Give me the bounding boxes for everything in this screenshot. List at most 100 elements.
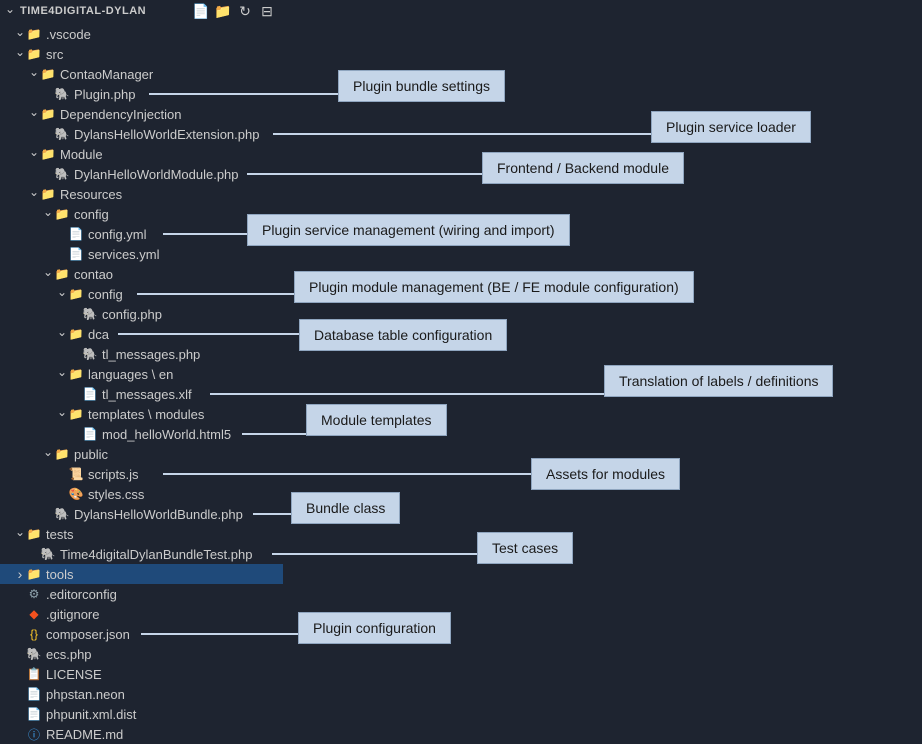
- file-icon: 📋: [26, 666, 42, 682]
- tree-item[interactable]: 📁tests: [0, 524, 283, 544]
- file-icon: 📄: [68, 246, 84, 262]
- chevron-spacer: [14, 629, 26, 640]
- tree-item[interactable]: 📄mod_helloWorld.html5: [0, 424, 283, 444]
- connector-line: [247, 173, 483, 175]
- tree-item[interactable]: 📁templates \ modules: [0, 404, 283, 424]
- tree-item[interactable]: 🎨styles.css: [0, 484, 283, 504]
- tree-item[interactable]: 📁tools: [0, 564, 283, 584]
- folder-icon: 📁: [54, 206, 70, 222]
- chevron-down-icon[interactable]: [42, 207, 54, 221]
- tree-item[interactable]: 🐘DylansHelloWorldBundle.php: [0, 504, 283, 524]
- connector-line: [272, 553, 478, 555]
- chevron-spacer: [14, 689, 26, 700]
- refresh-icon[interactable]: ↻: [237, 3, 253, 19]
- file-icon: ◆: [26, 606, 42, 622]
- file-icon: 🐘: [26, 646, 42, 662]
- tree-item-label: phpstan.neon: [46, 687, 125, 702]
- tree-item-label: Resources: [60, 187, 122, 202]
- chevron-down-icon[interactable]: [56, 367, 68, 381]
- chevron-down-icon[interactable]: [28, 147, 40, 161]
- collapse-icon[interactable]: ⊟: [259, 3, 275, 19]
- chevron-down-icon[interactable]: [14, 27, 26, 41]
- tree-item-label: templates \ modules: [88, 407, 204, 422]
- tree-item-label: styles.css: [88, 487, 144, 502]
- annotation-callout: Plugin bundle settings: [338, 70, 505, 102]
- file-icon: 🐘: [82, 306, 98, 322]
- tree-item-label: config.yml: [88, 227, 147, 242]
- tree-item[interactable]: 🐘DylanHelloWorldModule.php: [0, 164, 283, 184]
- tree-item-label: DylansHelloWorldBundle.php: [74, 507, 243, 522]
- chevron-spacer: [70, 309, 82, 320]
- file-icon: 📜: [68, 466, 84, 482]
- tree-item[interactable]: 🐘DylansHelloWorldExtension.php: [0, 124, 283, 144]
- folder-icon: 📁: [26, 526, 42, 542]
- tree-item[interactable]: 📁languages \ en: [0, 364, 283, 384]
- tree-item[interactable]: ⓘREADME.md: [0, 724, 283, 744]
- chevron-down-icon[interactable]: [14, 47, 26, 61]
- chevron-down-icon: [4, 4, 16, 18]
- folder-icon: 📁: [26, 566, 42, 582]
- folder-icon: 📁: [68, 326, 84, 342]
- tree-item-label: public: [74, 447, 108, 462]
- tree-item-label: config: [74, 207, 109, 222]
- tree-item[interactable]: 🐘ecs.php: [0, 644, 283, 664]
- tree-item-label: tl_messages.xlf: [102, 387, 192, 402]
- annotation-callout: Translation of labels / definitions: [604, 365, 833, 397]
- tree-item[interactable]: 📁DependencyInjection: [0, 104, 283, 124]
- file-icon: 🐘: [54, 86, 70, 102]
- file-explorer-sidebar: TIME4DIGITAL-DYLAN 📄 📁 ↻ ⊟ 📁.vscode📁src📁…: [0, 0, 283, 740]
- file-icon: 🐘: [40, 546, 56, 562]
- tree-item[interactable]: 📁ContaoManager: [0, 64, 283, 84]
- chevron-down-icon[interactable]: [28, 187, 40, 201]
- tree-item[interactable]: 🐘 Time4digitalDylanBundleTest.php: [0, 544, 283, 564]
- chevron-down-icon[interactable]: [14, 527, 26, 541]
- chevron-spacer: [14, 709, 26, 720]
- new-folder-icon[interactable]: 📁: [215, 3, 231, 19]
- folder-icon: 📁: [26, 46, 42, 62]
- tree-item[interactable]: 🐘tl_messages.php: [0, 344, 283, 364]
- tree-item[interactable]: ⚙.editorconfig: [0, 584, 283, 604]
- chevron-down-icon[interactable]: [56, 287, 68, 301]
- chevron-spacer: [14, 669, 26, 680]
- tree-item[interactable]: 📁Resources: [0, 184, 283, 204]
- chevron-spacer: [42, 89, 54, 100]
- chevron-down-icon[interactable]: [28, 67, 40, 81]
- project-title-row[interactable]: TIME4DIGITAL-DYLAN: [4, 4, 146, 18]
- tree-item-label: Module: [60, 147, 103, 162]
- chevron-down-icon[interactable]: [42, 447, 54, 461]
- tree-item[interactable]: 📄 services.yml: [0, 244, 283, 264]
- connector-line: [242, 433, 306, 435]
- chevron-spacer: [14, 729, 26, 740]
- tree-item[interactable]: 📁public: [0, 444, 283, 464]
- tree-item-label: README.md: [46, 727, 123, 742]
- tree-item[interactable]: 📁src: [0, 44, 283, 64]
- chevron-down-icon[interactable]: [42, 267, 54, 281]
- tree-item-label: Time4digitalDylanBundleTest.php: [60, 547, 252, 562]
- tree-item-label: services.yml: [88, 247, 160, 262]
- tree-item[interactable]: 📄 phpstan.neon: [0, 684, 283, 704]
- connector-line: [149, 93, 338, 95]
- tree-item[interactable]: 📋LICENSE: [0, 664, 283, 684]
- tree-item-label: mod_helloWorld.html5: [102, 427, 231, 442]
- chevron-spacer: [42, 509, 54, 520]
- chevron-spacer: [56, 229, 68, 240]
- tree-item[interactable]: 📄phpunit.xml.dist: [0, 704, 283, 724]
- chevron-down-icon[interactable]: [28, 107, 40, 121]
- tree-item-label: DylansHelloWorldExtension.php: [74, 127, 259, 142]
- tree-item[interactable]: 📁.vscode: [0, 24, 283, 44]
- tree-item[interactable]: ◆.gitignore: [0, 604, 283, 624]
- tree-item[interactable]: 📁Module: [0, 144, 283, 164]
- file-icon: 📄: [26, 686, 42, 702]
- chevron-spacer: [56, 489, 68, 500]
- tree-item[interactable]: 📁 config: [0, 204, 283, 224]
- chevron-spacer: [70, 349, 82, 360]
- annotation-callout: Plugin service loader: [651, 111, 811, 143]
- tree-item[interactable]: 📁contao: [0, 264, 283, 284]
- chevron-down-icon[interactable]: [56, 327, 68, 341]
- chevron-right-icon[interactable]: [14, 566, 26, 582]
- header-action-icons: 📄 📁 ↻ ⊟: [193, 3, 275, 19]
- folder-icon: 📁: [68, 286, 84, 302]
- new-file-icon[interactable]: 📄: [193, 3, 209, 19]
- tree-item[interactable]: 🐘config.php: [0, 304, 283, 324]
- chevron-down-icon[interactable]: [56, 407, 68, 421]
